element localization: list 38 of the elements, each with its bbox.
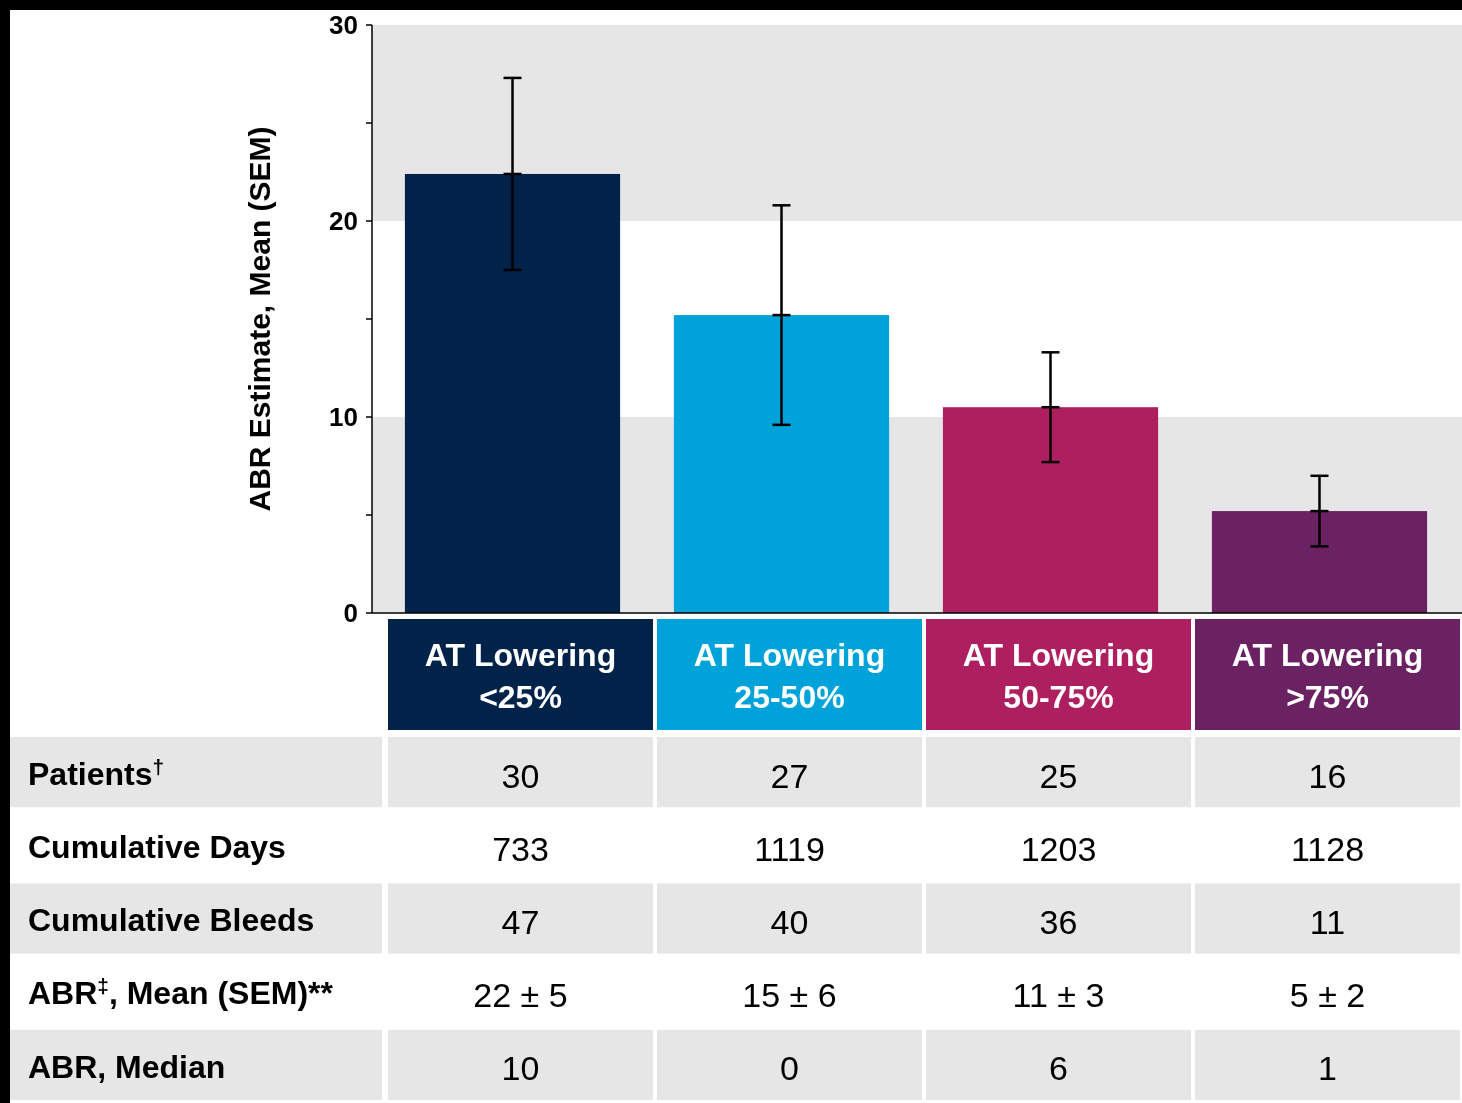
data-label: 22 ± 5 (473, 976, 568, 1015)
x-tick-label: AT Lowering 25-50% (693, 637, 886, 715)
data-label: 15 ± 6 (742, 976, 837, 1015)
bar (673, 315, 890, 613)
x-tick-label: AT Lowering 50-75% (962, 637, 1155, 715)
data-label: 27 (770, 756, 809, 795)
data-label: 1 (1318, 1049, 1337, 1088)
y-tick-label: Cumulative Bleeds (28, 902, 315, 939)
data-label: 47 (501, 902, 540, 941)
data-label: 30 (501, 756, 540, 795)
x-tick-label: AT Lowering >75% (1231, 637, 1424, 715)
data-label: 16 (1308, 756, 1347, 795)
data-label: 10 (501, 1049, 540, 1088)
y-tick-label: ABR$^{‡}$, Mean (SEM)** (28, 973, 334, 1012)
y-tick-label: Patients$^{†}$ (28, 754, 165, 792)
y-axis-title: ABR Estimate, Mean (SEM) (243, 126, 276, 512)
data-label: 25 (1039, 756, 1078, 795)
data-label: 11 (1309, 902, 1346, 941)
data-label: 1203 (1020, 829, 1097, 868)
y-tick-label: 0 (343, 598, 358, 629)
data-label: 40 (770, 902, 809, 941)
y-tick-label: 30 (329, 10, 358, 41)
data-label: 5 ± 2 (1289, 976, 1366, 1015)
data-label: 1128 (1290, 829, 1365, 868)
data-label: 11 ± 3 (1012, 976, 1105, 1015)
data-label: 1119 (754, 829, 825, 868)
data-label: 0 (780, 1049, 799, 1088)
y-tick-label: 10 (329, 402, 358, 433)
data-label: 733 (492, 829, 549, 868)
y-tick-label: ABR, Median (28, 1048, 226, 1085)
y-tick-label: 20 (329, 206, 358, 237)
bar (404, 173, 621, 613)
data-label: 36 (1039, 902, 1078, 941)
bar (1211, 511, 1428, 613)
y-tick-label: Cumulative Days (28, 829, 286, 865)
bar (942, 407, 1159, 613)
data-label: 6 (1049, 1049, 1068, 1088)
x-tick-label: AT Lowering <25% (424, 637, 617, 715)
